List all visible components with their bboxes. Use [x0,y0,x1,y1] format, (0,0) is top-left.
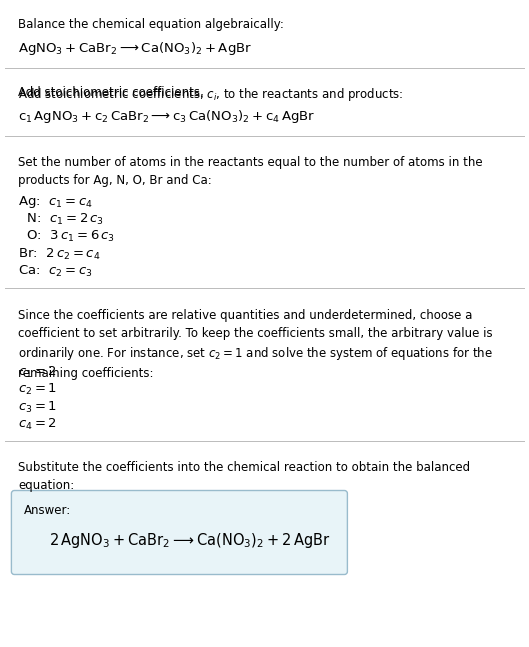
Text: $c_3 = 1$: $c_3 = 1$ [18,399,57,415]
Text: Substitute the coefficients into the chemical reaction to obtain the balanced
eq: Substitute the coefficients into the che… [18,461,470,492]
Text: O:  $3\,c_1 = 6\,c_3$: O: $3\,c_1 = 6\,c_3$ [18,229,115,244]
Text: Answer:: Answer: [24,503,71,516]
Text: $c_4 = 2$: $c_4 = 2$ [18,417,57,432]
Text: $\mathregular{c_1\, AgNO_3 + c_2\, CaBr_2 \longrightarrow c_3\, Ca(NO_3)_2 + c_4: $\mathregular{c_1\, AgNO_3 + c_2\, CaBr_… [18,108,315,125]
Text: $c_2 = 1$: $c_2 = 1$ [18,382,57,397]
Text: $\mathregular{AgNO_3 + CaBr_2 \longrightarrow Ca(NO_3)_2 + AgBr}$: $\mathregular{AgNO_3 + CaBr_2 \longright… [18,40,252,57]
Text: Add stoichiometric coefficients, $c_i$, to the reactants and products:: Add stoichiometric coefficients, $c_i$, … [18,86,404,103]
Text: $c_1 = 2$: $c_1 = 2$ [18,364,57,380]
FancyBboxPatch shape [12,490,348,575]
Text: Add stoichiometric coefficients,: Add stoichiometric coefficients, [18,86,207,99]
Text: Since the coefficients are relative quantities and underdetermined, choose a
coe: Since the coefficients are relative quan… [18,309,493,380]
Text: Set the number of atoms in the reactants equal to the number of atoms in the
pro: Set the number of atoms in the reactants… [18,156,482,187]
Text: Ag:  $c_1 = c_4$: Ag: $c_1 = c_4$ [18,194,93,210]
Text: N:  $c_1 = 2\,c_3$: N: $c_1 = 2\,c_3$ [18,212,104,226]
Text: Ca:  $c_2 = c_3$: Ca: $c_2 = c_3$ [18,264,93,279]
Text: Balance the chemical equation algebraically:: Balance the chemical equation algebraica… [18,18,284,31]
Text: $\mathregular{2\,AgNO_3 + CaBr_2 \longrightarrow Ca(NO_3)_2 + 2\,AgBr}$: $\mathregular{2\,AgNO_3 + CaBr_2 \longri… [49,531,331,551]
Text: Br:  $2\,c_2 = c_4$: Br: $2\,c_2 = c_4$ [18,247,101,261]
